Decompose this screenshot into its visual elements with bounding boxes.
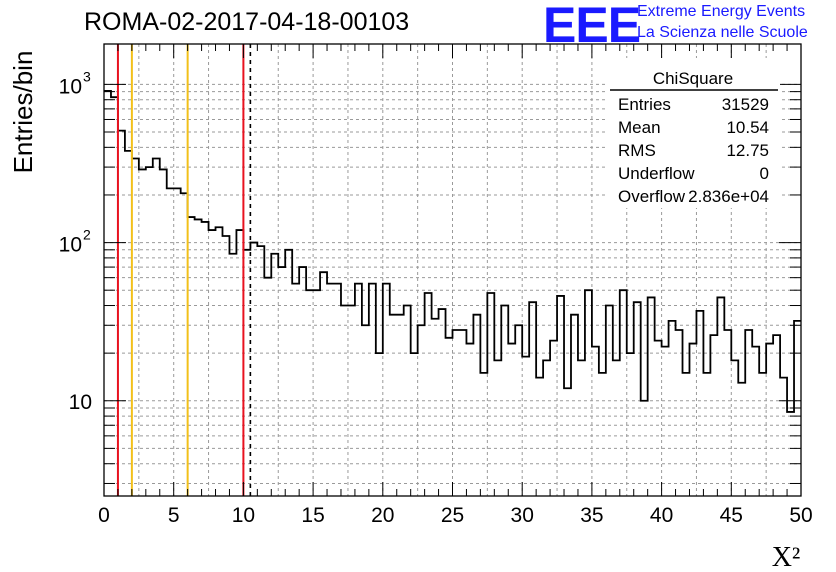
stats-row-label: Overflow xyxy=(618,187,686,206)
stats-row-label: Mean xyxy=(618,118,661,137)
x-tick-label: 0 xyxy=(98,504,110,527)
stats-row-label: RMS xyxy=(618,141,656,160)
y-tick-label: 10 xyxy=(69,391,92,414)
x-tick-label: 15 xyxy=(301,504,324,527)
stats-row-value: 12.75 xyxy=(726,141,769,160)
y-tick-label: 10 xyxy=(59,234,82,257)
x-tick-label: 20 xyxy=(371,504,394,527)
y-tick-label-exponent: 2 xyxy=(83,227,91,243)
org-name-line1: Extreme Energy Events xyxy=(637,3,806,20)
stats-box-background xyxy=(606,58,780,208)
stats-box: ChiSquare Entries 31529 Mean 10.54 RMS 12.75 U… xyxy=(606,58,780,208)
x-tick-label: 5 xyxy=(168,504,180,527)
x-tick-label: 45 xyxy=(720,504,743,527)
x-tick-label: 30 xyxy=(511,504,534,527)
y-tick-label-exponent: 3 xyxy=(83,68,91,84)
y-axis-label: Entries/bin xyxy=(8,51,38,174)
stats-box-title: ChiSquare xyxy=(653,69,733,88)
histogram-series xyxy=(104,89,801,413)
x-tick-label: 35 xyxy=(580,504,603,527)
x-tick-labels: 0 5 10 15 20 25 30 35 40 45 50 xyxy=(98,504,813,527)
x-tick-label: 25 xyxy=(441,504,464,527)
x-axis-label: X² xyxy=(772,542,801,572)
stats-row-value: 31529 xyxy=(722,95,769,114)
grid-lines xyxy=(104,44,801,496)
y-tick-label: 10 xyxy=(59,75,82,98)
stats-row-value: 2.836e+04 xyxy=(688,187,769,206)
org-name-line2: La Scienza nelle Scuole xyxy=(637,24,808,41)
x-tick-label: 10 xyxy=(232,504,255,527)
cut-lines xyxy=(116,44,252,496)
x-tick-label: 40 xyxy=(650,504,673,527)
histogram-line xyxy=(104,89,801,413)
axis-ticks xyxy=(103,44,802,496)
plot-title: ROMA-02-2017-04-18-00103 xyxy=(84,8,410,36)
stats-rows: Entries 31529 Mean 10.54 RMS 12.75 Underflow 0 O… xyxy=(618,95,769,206)
stats-row-label: Entries xyxy=(618,95,671,114)
stats-row-value: 10.54 xyxy=(726,118,769,137)
stats-row-value: 0 xyxy=(760,164,769,183)
x-tick-label: 50 xyxy=(789,504,812,527)
stats-row-label: Underflow xyxy=(618,164,695,183)
